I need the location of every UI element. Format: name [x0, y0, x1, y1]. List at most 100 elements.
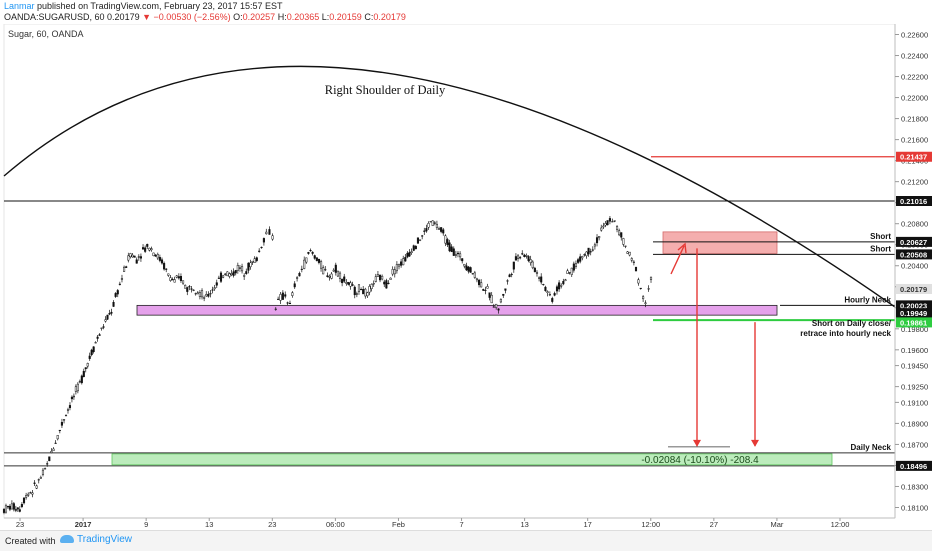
candle-body — [163, 263, 166, 270]
candle-body — [144, 247, 147, 252]
candle-body — [315, 257, 318, 261]
candle-body — [423, 230, 426, 232]
candle-body — [300, 268, 303, 270]
down-arrow-icon: ▼ — [142, 12, 152, 22]
candle-body — [533, 267, 536, 273]
y-tick-label: 0.22400 — [901, 52, 928, 61]
candle-body — [311, 251, 314, 254]
candle-body — [442, 229, 445, 234]
short-daily-label-1: Short on Daily close/ — [812, 319, 892, 328]
candle-body — [90, 349, 93, 356]
candle-body — [230, 273, 233, 275]
candle-body — [203, 297, 206, 299]
candle-body — [437, 228, 441, 230]
candle-body — [459, 253, 462, 258]
candle-body — [108, 313, 111, 315]
candle-body — [305, 257, 308, 263]
candle-body — [538, 277, 541, 279]
candle-body — [88, 355, 91, 359]
candle-body — [452, 248, 455, 256]
candle-body — [408, 252, 411, 257]
candle-body — [44, 468, 47, 470]
candle-body — [146, 243, 149, 247]
candle-body — [165, 268, 168, 270]
candle-body — [167, 273, 170, 276]
candle-body — [502, 293, 505, 296]
candle-body — [435, 223, 438, 228]
candle-body — [303, 259, 306, 269]
price-label-text: 0.21016 — [900, 197, 927, 206]
candle-body — [86, 363, 89, 367]
price-label-text: 0.18496 — [900, 462, 927, 471]
y-tick-label: 0.20800 — [901, 220, 928, 229]
candle-body — [560, 284, 563, 287]
candle-body — [236, 265, 239, 271]
price-change: −0.00530 (−2.56%) — [153, 12, 231, 22]
candle-body — [523, 254, 526, 257]
candle-body — [114, 293, 117, 297]
x-tick-label: 12:00 — [831, 520, 850, 529]
candle-body — [326, 275, 329, 277]
candle-body — [546, 291, 549, 294]
measure-label: -0.02084 (-10.10%) -208.4 — [641, 455, 759, 466]
short-label-1: Short — [870, 232, 891, 241]
candle-body — [448, 242, 451, 252]
candle-body — [531, 261, 534, 269]
y-tick-label: 0.18900 — [901, 419, 928, 428]
candle-body — [368, 286, 371, 293]
candle-body — [512, 261, 515, 270]
tradingview-logo[interactable]: TradingView — [60, 534, 132, 545]
candle-body — [495, 303, 498, 308]
candle-body — [351, 284, 354, 286]
candle-body — [482, 289, 485, 291]
price-label-box — [896, 283, 932, 294]
ohlc-line: OANDA:SUGARUSD, 60 0.20179 ▼ −0.00530 (−… — [4, 12, 406, 23]
price-chart[interactable]: -0.02084 (-10.10%) -208.4 Daily Neck Hourl… — [0, 24, 932, 530]
price-axis[interactable]: 0.22600 0.22400 0.22200 0.22000 0.21800 0.216… — [894, 24, 932, 518]
candle-body — [469, 267, 472, 273]
candle-body — [355, 293, 358, 295]
candle-body — [555, 286, 559, 292]
candle-body — [253, 258, 256, 263]
author-link[interactable]: Lanmar — [4, 1, 35, 11]
price-label-box — [896, 195, 932, 206]
candle-body — [234, 270, 237, 274]
candle-body — [98, 334, 101, 336]
high-label: H: — [277, 12, 287, 22]
candle-body — [595, 237, 599, 244]
time-axis[interactable]: 23 2017 9 13 23 06:00 Feb 7 13 17 12:00 27 Mar 12:00 — [4, 517, 895, 529]
cloud-icon — [60, 535, 74, 543]
footer: Created with TradingView — [0, 530, 932, 551]
candle-body — [450, 246, 453, 253]
candle-body — [387, 282, 390, 284]
y-tick-label: 0.19250 — [901, 383, 928, 392]
candle-body — [372, 283, 375, 285]
candle-body — [62, 419, 66, 421]
candle-body — [606, 220, 609, 226]
candle-body — [284, 294, 287, 297]
candle-body — [41, 469, 45, 475]
candle-body — [404, 257, 407, 262]
candle-body — [14, 509, 17, 511]
candle-body — [347, 281, 350, 285]
candle-body — [412, 245, 415, 251]
price-label-text: 0.20023 — [900, 301, 927, 310]
candle-body — [577, 259, 580, 263]
price-label-text: 0.19861 — [900, 318, 927, 327]
candle-body — [349, 282, 352, 287]
candle-body — [39, 477, 42, 479]
candle-body — [27, 493, 30, 496]
candle-body — [508, 274, 511, 278]
candle-body — [548, 293, 551, 296]
candle-body — [94, 342, 97, 344]
y-tick-label: 0.18700 — [901, 440, 928, 449]
short-daily-label-2: retrace into hourly neck — [800, 329, 891, 338]
candle-body — [288, 302, 292, 305]
x-tick-label: 23 — [16, 520, 24, 529]
candle-body — [637, 279, 640, 284]
candle-body — [324, 269, 327, 271]
candle-body — [519, 257, 522, 259]
price-label-text: 0.20508 — [900, 250, 927, 259]
candle-body — [338, 272, 342, 279]
candle-body — [454, 254, 457, 256]
